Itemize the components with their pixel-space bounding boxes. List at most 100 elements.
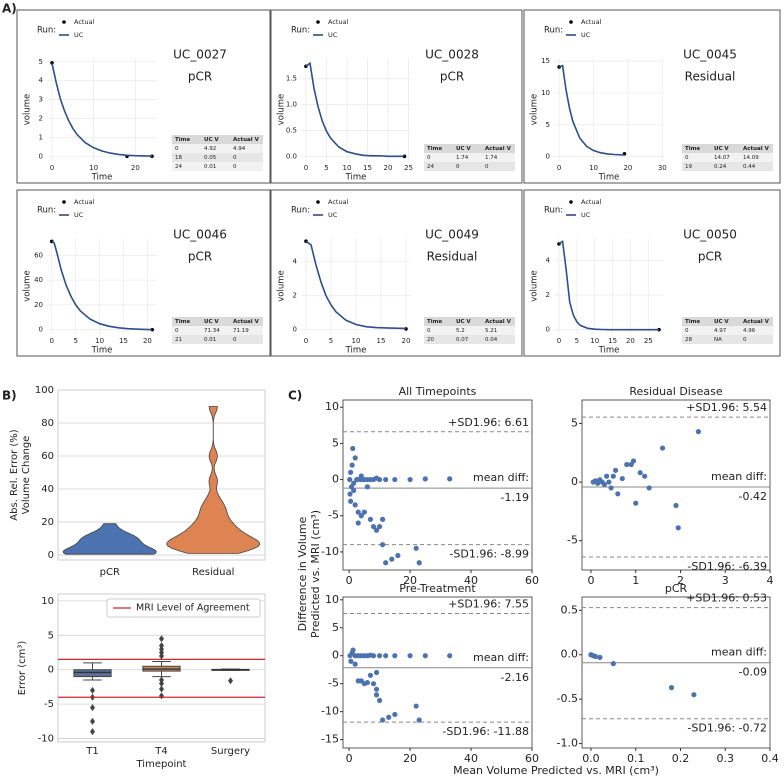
point xyxy=(407,476,413,483)
table-cell: NA xyxy=(714,337,722,343)
table-header: Time xyxy=(427,146,442,152)
point xyxy=(373,527,380,533)
table-cell: 0.01 xyxy=(204,337,216,343)
y-axis-label: volume xyxy=(277,270,287,302)
x-tick-label: 0 xyxy=(346,574,353,587)
y-axis-label: Volume Change xyxy=(21,436,32,515)
point xyxy=(407,653,413,659)
legend-title: Run: xyxy=(37,26,56,36)
x-tick-label: 5 xyxy=(73,337,77,345)
chart-subtitle: pCR xyxy=(440,70,464,84)
table-cell: 4.94 xyxy=(233,146,246,152)
table-cell: 0 xyxy=(456,164,460,170)
table-cell: 14.09 xyxy=(743,155,759,161)
chart-title: UC_0049 xyxy=(425,228,479,242)
point xyxy=(608,485,614,491)
y-tick-label: 80 xyxy=(41,418,54,429)
x-tick-label: 5 xyxy=(575,337,579,345)
point xyxy=(347,476,353,483)
x-tick-label: 0 xyxy=(346,752,353,765)
actual-point xyxy=(150,327,155,332)
point xyxy=(416,717,422,723)
y-tick-label: 10 xyxy=(325,400,339,413)
legend-title: Run: xyxy=(291,26,310,36)
point xyxy=(610,661,616,667)
legend-label: Actual xyxy=(74,18,95,26)
point xyxy=(361,509,367,515)
point xyxy=(347,491,353,497)
limit-label: -SD1.96: -11.88 xyxy=(442,725,529,738)
x-tick-label: 40 xyxy=(464,574,478,587)
point xyxy=(376,523,383,530)
plot-frame xyxy=(581,399,771,571)
table-header: Actual V xyxy=(485,146,512,152)
point xyxy=(376,653,383,659)
table-cell: 71.34 xyxy=(204,328,220,334)
y-tick-label: 0 xyxy=(39,326,43,334)
x-tick-label: Surgery xyxy=(211,746,250,757)
table-cell: 1.74 xyxy=(456,155,469,161)
x-tick-label: 1 xyxy=(632,574,639,587)
x-tick-label: 0 xyxy=(557,337,561,345)
y-tick-label: 0.5 xyxy=(561,603,579,616)
y-tick-label: -15 xyxy=(321,733,339,746)
y-tick-label: 15 xyxy=(541,57,550,65)
point xyxy=(606,479,612,485)
y-tick-label: -10 xyxy=(38,734,54,745)
legend-title: Run: xyxy=(544,206,563,216)
legend-point xyxy=(62,20,66,24)
uc-line xyxy=(558,240,659,331)
point xyxy=(592,653,599,660)
point xyxy=(352,455,358,461)
x-tick-label: 30 xyxy=(658,164,667,172)
table-cell: 0 xyxy=(233,164,237,170)
table-header: Actual V xyxy=(233,137,260,143)
point xyxy=(422,476,428,482)
table-cell: 0 xyxy=(233,337,237,343)
x-tick-label: 0 xyxy=(304,164,308,172)
uc-line xyxy=(305,61,405,158)
point xyxy=(370,523,377,530)
point xyxy=(352,661,358,667)
y-tick-label: -5 xyxy=(44,699,54,710)
legend-point xyxy=(316,200,320,204)
y-tick-label: 0 xyxy=(39,152,43,160)
table-row-bg xyxy=(682,153,773,162)
mean-value: -0.42 xyxy=(739,490,767,503)
point xyxy=(349,462,355,468)
table-header-bg xyxy=(682,144,773,153)
y-tick-label: 0 xyxy=(293,326,297,334)
table-cell: 0.04 xyxy=(485,337,498,343)
x-tick-label: 15 xyxy=(377,337,386,345)
table-header: UC V xyxy=(204,319,219,325)
point xyxy=(348,469,354,475)
table-cell: 0.05 xyxy=(204,155,217,161)
point xyxy=(392,653,398,659)
point xyxy=(376,697,383,704)
y-tick-label: 5 xyxy=(332,436,339,449)
point xyxy=(383,476,389,483)
x-tick-label: 60 xyxy=(525,574,539,587)
table-header: Time xyxy=(685,146,700,152)
point xyxy=(673,502,679,509)
panel-label: C) xyxy=(288,389,302,403)
x-tick-label: 4 xyxy=(767,574,774,587)
table-cell: 20 xyxy=(427,337,434,343)
x-tick-label: 20 xyxy=(403,574,417,587)
x-tick-label: 20 xyxy=(131,164,140,172)
chart-subtitle: Residual xyxy=(685,70,736,84)
point xyxy=(447,653,453,659)
x-tick-label: T1 xyxy=(85,746,98,757)
table-row-bg xyxy=(424,335,515,344)
table-header: Actual V xyxy=(485,319,512,325)
table-header: Actual V xyxy=(233,319,260,325)
y-tick-label: 2 xyxy=(546,291,550,299)
point xyxy=(358,513,364,519)
x-tick-label: 2 xyxy=(677,574,684,587)
x-tick-label: 60 xyxy=(525,752,539,765)
violin xyxy=(166,406,261,554)
point xyxy=(348,658,354,664)
table-row-bg xyxy=(172,326,263,335)
point xyxy=(367,672,374,678)
